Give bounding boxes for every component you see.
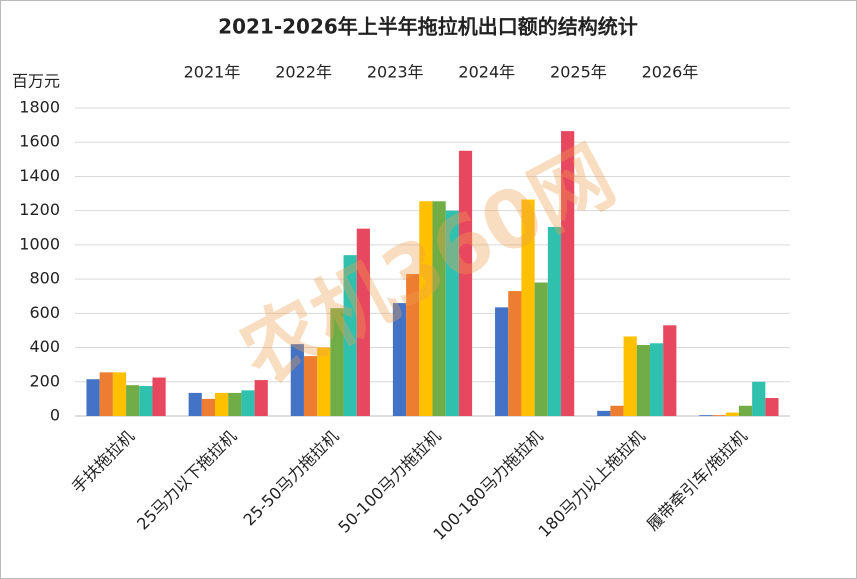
bar: [738, 405, 753, 416]
y-tick-label: 0: [50, 406, 60, 425]
bar: [561, 131, 575, 416]
y-tick-label: 400: [29, 337, 60, 356]
legend-label: 2021年: [184, 63, 241, 82]
chart-title: 2021-2026年上半年拖拉机出口额的结构统计: [218, 15, 638, 39]
legend-label: 2024年: [458, 63, 515, 82]
y-tick-label: 1000: [19, 234, 60, 253]
bar: [99, 372, 113, 416]
plot-area: 0 200 400 600 800 1000 1200 1400 1600 1800 2021年 20…: [19, 63, 790, 544]
legend-label: 2023年: [367, 63, 424, 82]
bar: [636, 344, 650, 416]
bar: [752, 381, 766, 416]
y-tick-label: 200: [29, 371, 60, 390]
y-tick-label: 1400: [19, 166, 60, 185]
bar: [241, 390, 255, 416]
bar: [86, 379, 100, 416]
bar: [699, 415, 713, 416]
bar: [534, 282, 548, 416]
bar: [725, 412, 739, 416]
bar: [458, 150, 473, 416]
bar: [649, 343, 664, 416]
bar: [228, 392, 242, 416]
bar: [126, 385, 140, 416]
y-tick-label: 800: [29, 269, 60, 288]
bar: [663, 325, 677, 416]
y-tick-label: 1800: [19, 98, 60, 117]
bar: [215, 392, 229, 416]
bar: [254, 380, 268, 416]
bar: [343, 255, 357, 416]
legend-label: 2025年: [550, 63, 607, 82]
bar: [419, 201, 433, 416]
bar: [712, 415, 726, 416]
bar: [432, 201, 446, 416]
legend-label: 2026年: [642, 63, 699, 82]
bar: [152, 377, 166, 416]
bar: [290, 344, 304, 416]
bar: [547, 226, 562, 416]
bar: [392, 303, 407, 416]
y-axis-label: 百万元: [12, 72, 60, 91]
y-tick-label: 600: [29, 303, 60, 322]
bar: [356, 228, 370, 416]
bar: [765, 398, 779, 416]
bar: [495, 307, 509, 416]
bar: [521, 199, 535, 416]
legend-label: 2022年: [275, 63, 332, 82]
bar: [597, 410, 611, 416]
bar: [508, 291, 522, 416]
bar: [610, 405, 624, 416]
y-tick-label: 1600: [19, 132, 60, 151]
bar: [317, 347, 331, 416]
y-tick-label: 1200: [19, 200, 60, 219]
bar: [139, 386, 153, 416]
bar: [406, 273, 420, 416]
bar: [623, 336, 637, 416]
bar: [112, 372, 127, 416]
bar: [303, 356, 318, 416]
bar: [188, 392, 202, 416]
bar: [330, 308, 344, 416]
bar: [201, 398, 216, 416]
bar: [445, 210, 459, 416]
